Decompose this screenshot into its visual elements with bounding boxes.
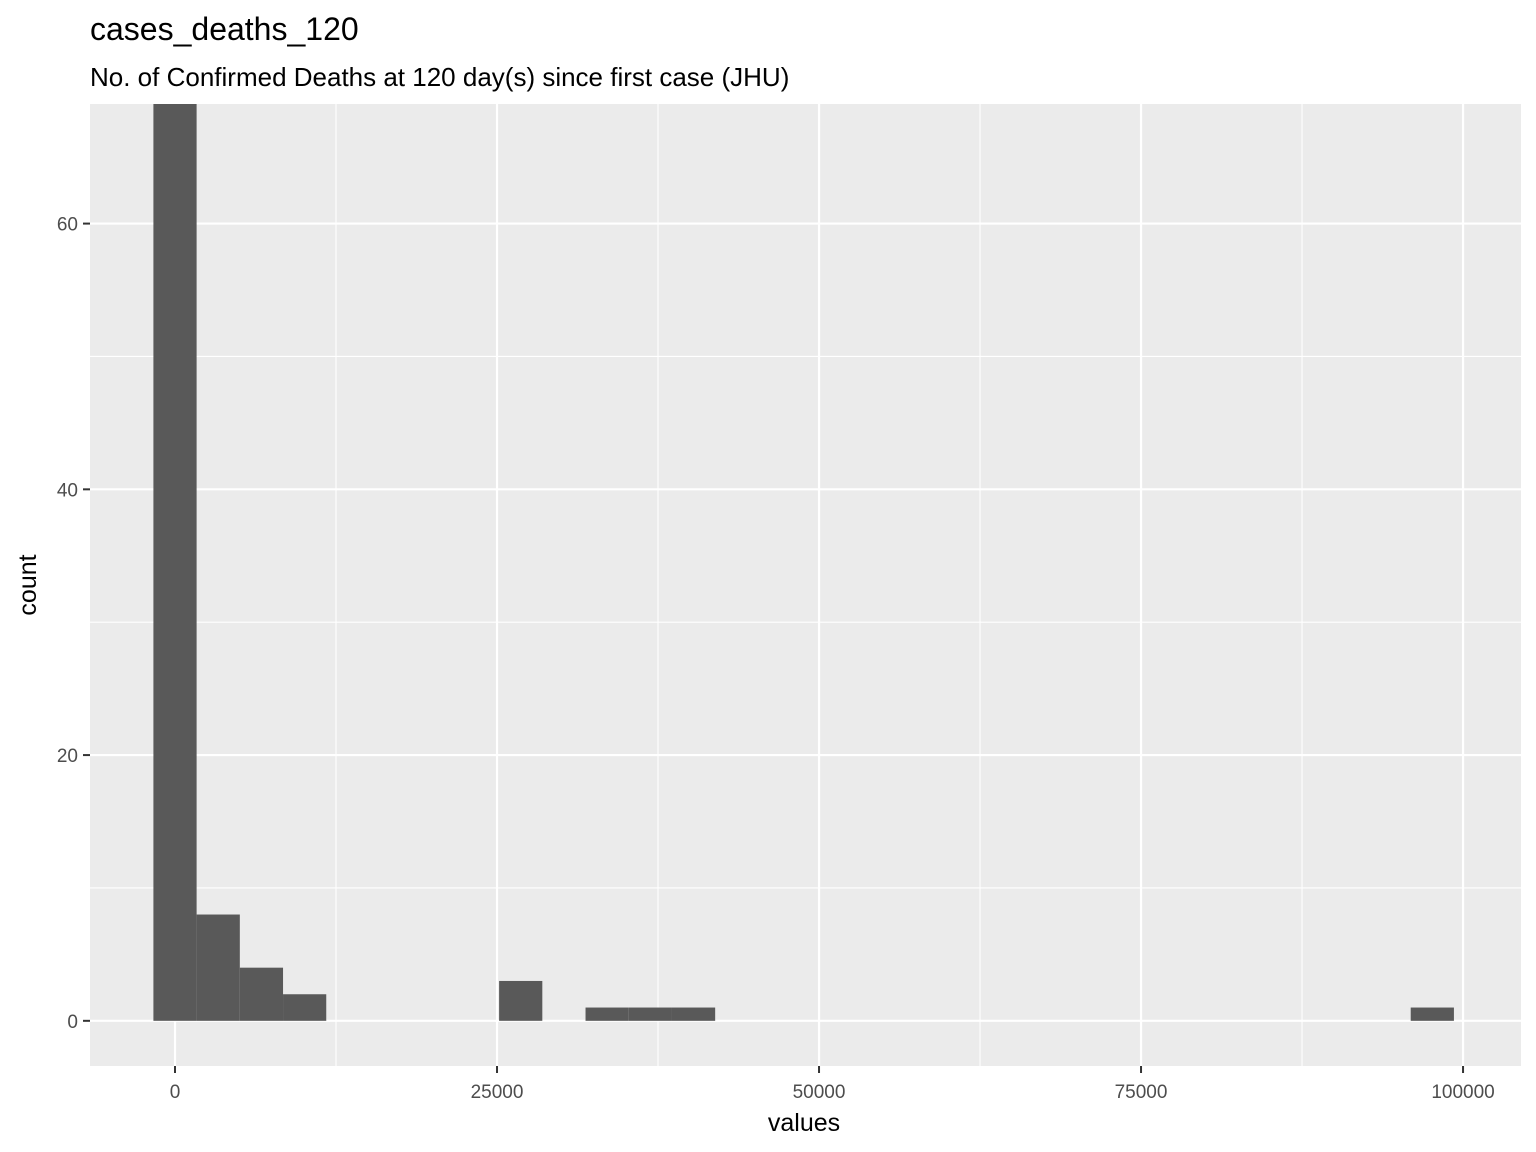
minor-gridlines [90, 104, 1521, 1066]
major-gridlines [90, 104, 1521, 1066]
x-tick-label: 0 [170, 1082, 181, 1103]
plot-panel [90, 104, 1521, 1066]
y-axis: 0 20 40 60 [57, 215, 90, 1033]
histogram-bars [153, 104, 1454, 1021]
histogram-bar [283, 994, 327, 1021]
y-tick-label: 20 [57, 746, 78, 767]
histogram-bar [585, 1007, 629, 1021]
x-tick-label: 25000 [471, 1082, 524, 1103]
histogram-bar [239, 967, 284, 1021]
histogram-bar [196, 914, 240, 1021]
histogram-bar [1410, 1007, 1454, 1021]
histogram-bar [499, 980, 543, 1021]
x-tick-label: 50000 [793, 1082, 846, 1103]
x-axis-title: values [768, 1109, 840, 1137]
y-tick-label: 60 [57, 215, 78, 236]
y-tick-label: 0 [67, 1012, 78, 1033]
histogram-bar [153, 104, 197, 1021]
chart-subtitle: No. of Confirmed Deaths at 120 day(s) si… [90, 62, 789, 92]
histogram-bar [628, 1007, 672, 1021]
y-tick-label: 40 [57, 480, 78, 501]
chart-title: cases_deaths_120 [90, 11, 359, 47]
y-axis-title: count [14, 554, 42, 615]
x-tick-label: 100000 [1431, 1082, 1494, 1103]
x-axis: 0 25000 50000 75000 100000 [170, 1066, 1495, 1103]
histogram-bar [671, 1007, 716, 1021]
x-tick-label: 75000 [1115, 1082, 1168, 1103]
